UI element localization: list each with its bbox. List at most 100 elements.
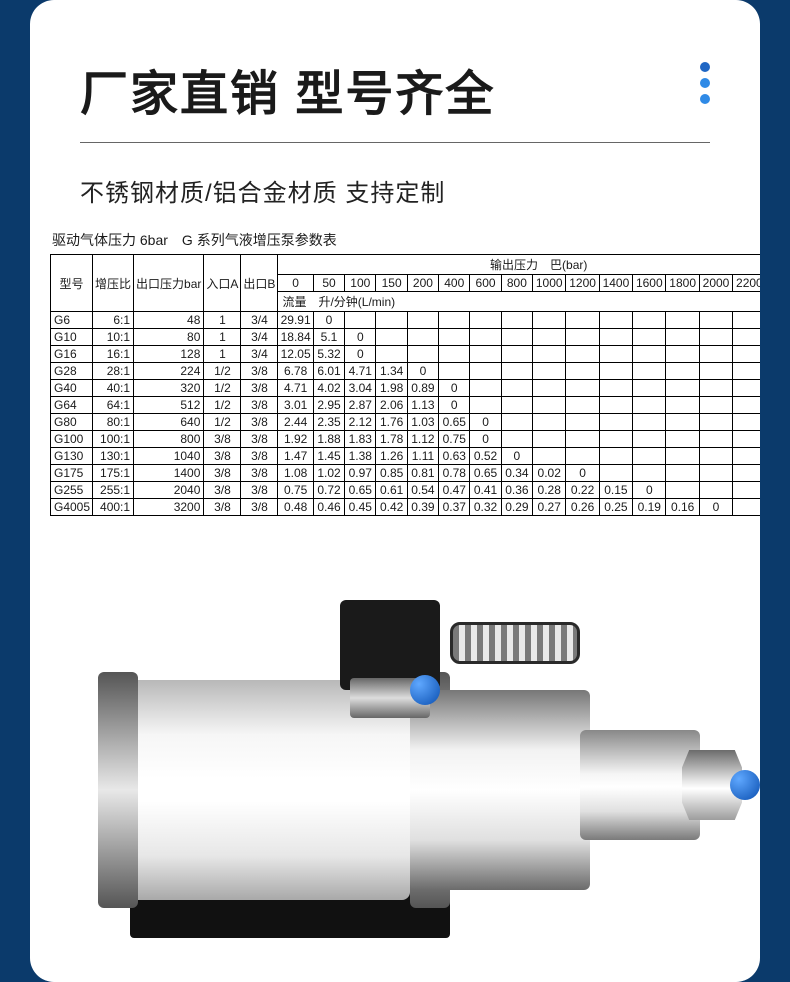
dot-icon <box>700 62 710 72</box>
cell <box>699 431 732 448</box>
cell: 2.12 <box>345 414 376 431</box>
cell: 0 <box>345 346 376 363</box>
cell: 0.61 <box>376 482 407 499</box>
cell: 3/4 <box>241 312 278 329</box>
cell: 1.98 <box>376 380 407 397</box>
cell: 1.11 <box>407 448 438 465</box>
col-header: 出口压力bar <box>134 255 204 312</box>
cell: 1.47 <box>278 448 313 465</box>
cell: 2.44 <box>278 414 313 431</box>
col-header: 600 <box>470 275 501 292</box>
cell: 1.26 <box>376 448 407 465</box>
cell: 29.91 <box>278 312 313 329</box>
cell: 0.72 <box>313 482 344 499</box>
cell <box>733 482 760 499</box>
cell: 64:1 <box>93 397 134 414</box>
cell: 3/8 <box>204 431 241 448</box>
cell: G64 <box>51 397 93 414</box>
cell: 80 <box>134 329 204 346</box>
cell <box>566 397 599 414</box>
cell: 10:1 <box>93 329 134 346</box>
pump-mid-section <box>410 690 590 890</box>
cell <box>699 312 732 329</box>
cell <box>599 380 632 397</box>
cell <box>733 397 760 414</box>
cell: 0.15 <box>599 482 632 499</box>
cell <box>501 397 532 414</box>
cell: 0.54 <box>407 482 438 499</box>
cell: 3/8 <box>241 482 278 499</box>
dot-icon <box>700 78 710 88</box>
col-header: 0 <box>278 275 313 292</box>
cell <box>633 448 666 465</box>
cell: 3200 <box>134 499 204 516</box>
cell: 1/2 <box>204 363 241 380</box>
cell: 1.88 <box>313 431 344 448</box>
cell <box>533 414 566 431</box>
cell: 3/8 <box>241 397 278 414</box>
outlet-cap-icon <box>730 770 760 800</box>
cell: G255 <box>51 482 93 499</box>
cell: 6:1 <box>93 312 134 329</box>
cell: 0.34 <box>501 465 532 482</box>
table-row: G1616:112813/412.055.320 <box>51 346 761 363</box>
cell: 0.75 <box>278 482 313 499</box>
cell: 1.12 <box>407 431 438 448</box>
cell: G130 <box>51 448 93 465</box>
cell <box>633 329 666 346</box>
cell: 0 <box>699 499 732 516</box>
cell <box>470 346 501 363</box>
cell: G40 <box>51 380 93 397</box>
cell: 6.01 <box>313 363 344 380</box>
cell: 0.46 <box>313 499 344 516</box>
cell: 0.97 <box>345 465 376 482</box>
cell: 0 <box>501 448 532 465</box>
cell <box>666 465 699 482</box>
cell: 0.16 <box>666 499 699 516</box>
cell: 1/2 <box>204 397 241 414</box>
col-header: 输出压力 巴(bar) <box>278 255 760 275</box>
cell: 3/8 <box>241 499 278 516</box>
cell <box>376 312 407 329</box>
cell: G28 <box>51 363 93 380</box>
col-header: 1000 <box>533 275 566 292</box>
cell: 0.89 <box>407 380 438 397</box>
cell: 3.04 <box>345 380 376 397</box>
cell: 255:1 <box>93 482 134 499</box>
cell <box>666 482 699 499</box>
cell <box>439 363 470 380</box>
cell <box>666 380 699 397</box>
cell <box>501 346 532 363</box>
cell: 0 <box>633 482 666 499</box>
col-header: 50 <box>313 275 344 292</box>
cell <box>376 346 407 363</box>
table-row: G4040:13201/23/84.714.023.041.980.890 <box>51 380 761 397</box>
cell <box>633 312 666 329</box>
cell: 0.25 <box>599 499 632 516</box>
cell <box>501 312 532 329</box>
cell: 1.34 <box>376 363 407 380</box>
table-row: G130130:110403/83/81.471.451.381.261.110… <box>51 448 761 465</box>
cell <box>533 329 566 346</box>
col-header: 型号 <box>51 255 93 312</box>
col-header: 增压比 <box>93 255 134 312</box>
cell <box>533 363 566 380</box>
cell: 3.01 <box>278 397 313 414</box>
cell: 3/8 <box>241 465 278 482</box>
cell: 0 <box>566 465 599 482</box>
cell: 0 <box>313 312 344 329</box>
cell: 0.02 <box>533 465 566 482</box>
cell <box>470 380 501 397</box>
cell: 3/8 <box>204 465 241 482</box>
cell: 0.42 <box>376 499 407 516</box>
cell <box>407 346 438 363</box>
col-header: 200 <box>407 275 438 292</box>
cell <box>533 448 566 465</box>
cell <box>599 431 632 448</box>
cell <box>733 363 760 380</box>
cell: 640 <box>134 414 204 431</box>
cell: 224 <box>134 363 204 380</box>
cell <box>699 346 732 363</box>
table-row: G8080:16401/23/82.442.352.121.761.030.65… <box>51 414 761 431</box>
header: 厂家直销 型号齐全 <box>30 0 760 124</box>
